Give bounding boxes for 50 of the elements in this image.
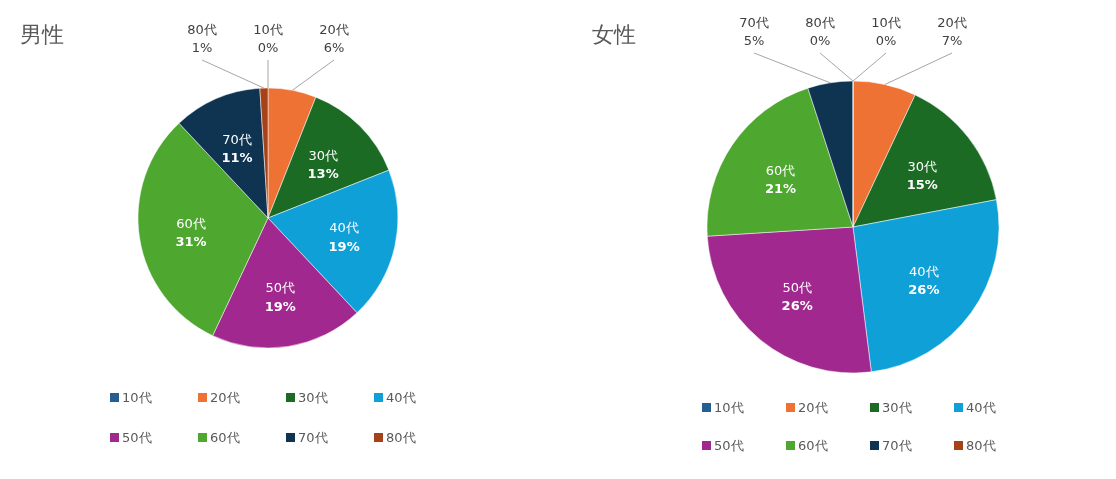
legend-label: 20代 (798, 400, 828, 415)
legend-label: 60代 (798, 438, 828, 453)
text: 0% (257, 40, 279, 56)
slice-label: 60代 (765, 163, 796, 179)
chart-title: 女性 (592, 22, 636, 47)
data-label: 1% (191, 40, 213, 56)
slice-label: 40代 (909, 263, 939, 279)
text: 0% (809, 33, 831, 49)
legend-label: 70代 (882, 438, 912, 453)
legend-label: 20代 (210, 390, 240, 405)
legend-label: 50代 (122, 430, 152, 445)
category-label: 10代 (871, 15, 901, 31)
legend-label: 50代 (714, 438, 744, 453)
data-label: 13% (307, 166, 339, 182)
chart-title: 男性 (20, 22, 64, 47)
legend-label: 30代 (882, 400, 912, 415)
data-label: 21% (764, 181, 797, 197)
slice-label: 30代 (308, 148, 338, 164)
slice-label: 70代 (222, 131, 252, 147)
slice-label: 20代 (937, 15, 967, 31)
legend-label: 80代 (386, 430, 416, 445)
data-label: 26% (781, 298, 813, 314)
slice-label: 30代 (907, 158, 937, 174)
slice-label: 20代 (319, 22, 349, 38)
data-label: 6% (323, 40, 345, 56)
legend-label: 70代 (298, 430, 328, 445)
data-label: 7% (941, 33, 963, 49)
legend-label: 80代 (966, 438, 996, 453)
slice-label: 60代 (176, 215, 206, 231)
legend-label: 10代 (122, 390, 152, 405)
slice-label: 50代 (782, 279, 812, 295)
legend-label: 30代 (298, 390, 328, 405)
slice-label: 80代 (187, 22, 217, 38)
data-label: 5% (743, 33, 765, 49)
legend-label: 40代 (966, 400, 996, 415)
category-label: 80代 (805, 15, 835, 31)
legend-label: 10代 (714, 400, 744, 415)
data-label: 19% (264, 298, 296, 314)
legend-label: 60代 (210, 430, 240, 445)
text: 0% (875, 33, 897, 49)
data-label: 31% (175, 233, 207, 249)
legend-label: 40代 (386, 390, 416, 405)
slice-label: 70代 (739, 15, 769, 31)
slice-label: 50代 (265, 280, 295, 296)
data-label: 19% (328, 238, 360, 254)
category-label: 10代 (253, 22, 283, 38)
data-label: 15% (906, 176, 938, 192)
data-label: 26% (908, 282, 940, 298)
data-label: 11% (221, 150, 253, 166)
slice-label: 40代 (329, 220, 359, 236)
